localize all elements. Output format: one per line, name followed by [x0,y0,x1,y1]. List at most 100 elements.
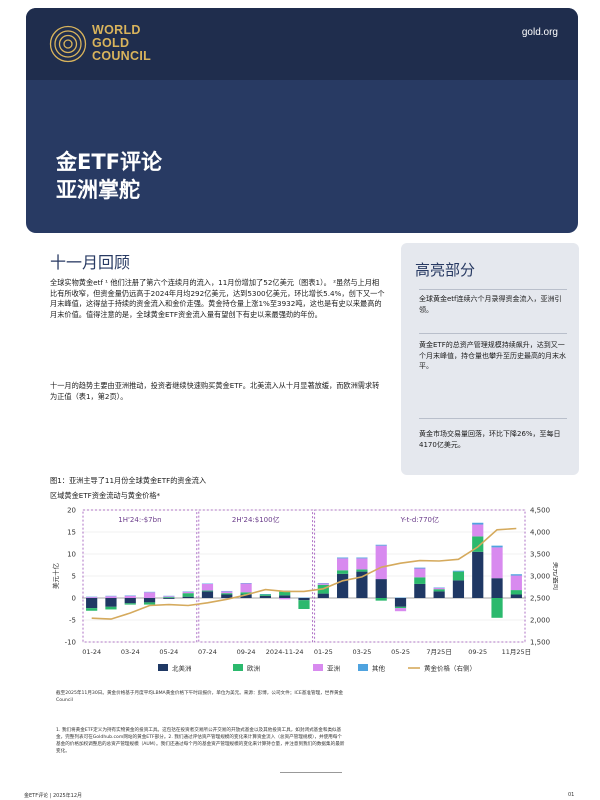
period-label: 2H'24:$100亿 [232,515,280,524]
bar-segment [182,591,194,594]
bar-segment [279,590,291,596]
sidebar-divider [419,418,567,419]
period-label: Y-t-d:770亿 [400,515,439,524]
figure-subtitle: 区域黄金ETF资金流动与黄金价格* [50,491,161,500]
y2-tick-label: 4,500 [530,507,550,515]
bar-segment [337,558,349,571]
bar-segment [259,595,271,598]
sidebar-divider [419,333,567,334]
site-link[interactable]: gold.org [521,27,558,38]
bar-segment [105,606,117,610]
y-tick-label: -10 [65,639,76,647]
chart-gold-price-line [91,527,517,620]
x-tick-label: 2024-11-24 [266,648,304,656]
highlight-item-2: 黄金ETF的总资产管理规模持续飙升，达到又一个月末峰值，持仓量也攀升至历史最高的… [419,341,566,370]
bar-segment [201,583,214,591]
y2-tick-label: 1,500 [530,639,550,647]
y-tick-label: 20 [67,507,76,515]
y-tick-label: -5 [69,617,76,625]
bar-segment [433,589,445,592]
logo-line-3: COUNCIL [92,49,152,63]
footer-page-number: 01 [568,792,575,798]
bar-segment [491,547,503,579]
y2-tick-label: 4,000 [530,529,550,537]
x-tick-label: 03-25 [352,648,371,656]
body-paragraph-1: 全球实物黄金etf ¹ 他们注册了第六个连续月的流入，11月份增加了52亿美元（… [50,278,385,319]
bar-segment [105,598,117,607]
bar-segment [472,522,484,525]
x-tick-label: 07-24 [198,648,217,656]
bar-segment [240,583,252,593]
bar-segment [221,593,233,595]
sidebar-title: 高亮部分 [415,261,476,279]
bar-segment [452,580,465,598]
bar-segment [375,598,387,601]
y2-tick-label: 3,000 [530,573,550,581]
bar-segment [86,597,98,598]
bar-segment [491,578,503,598]
bar-segment [356,558,368,570]
bar-segment [491,598,503,618]
bar-segment [472,536,484,552]
bar-segment [259,594,271,596]
y-axis-title: 美元十亿 [51,563,60,590]
bar-segment [337,557,349,559]
legend-swatch [313,664,323,671]
bar-segment [163,596,175,598]
bar-segment [394,598,407,607]
y2-tick-label: 2,000 [530,617,550,625]
sidebar-divider [419,289,567,290]
bar-segment [221,594,233,598]
x-tick-label: 05-25 [391,648,410,656]
header-banner: WORLD GOLD COUNCIL gold.org 金ETF评论 亚洲掌舵 [26,8,578,233]
x-tick-label: 7月25日 [426,648,451,656]
legend-label: 欧洲 [247,664,260,673]
bar-segment [452,570,465,572]
bar-segment [317,583,329,585]
y-tick-label: 10 [67,551,76,559]
y-tick-label: 0 [72,595,76,603]
highlights-sidebar: 高亮部分 全球黄金etf连续六个月录得资金流入，亚洲引领。 黄金ETF的总资产管… [401,243,579,475]
logo-line-1: WORLD [92,23,141,37]
y2-axis-title: 美元/盎司 [552,562,558,590]
etf-flows-chart: 1H'24:-$7bn 2H'24:$100亿 Y-t-d:770亿 20 15 10 5… [51,507,558,673]
bar-segment [510,590,522,595]
bar-segment [163,597,175,598]
bar-segment [201,591,214,598]
y2-tick-label: 2,500 [530,595,550,603]
bar-segment [375,544,387,546]
legend-label: 亚洲 [327,665,340,673]
bar-segment [105,596,117,598]
bar-segment [510,574,522,576]
bar-segment [240,592,252,595]
legend-swatch [158,664,168,671]
body-paragraph-2: 十一月的趋势主要由亚洲推动，投资者继续快速购买黄金ETF。北美流入从十月显著放缓… [50,381,380,401]
bar-segment [163,598,175,599]
bar-segment [433,591,445,598]
section-title: 十一月回顾 [50,253,131,272]
header-top-bar: WORLD GOLD COUNCIL gold.org [26,8,578,80]
x-tick-label: 11月25日 [502,648,532,656]
bar-segment [394,606,407,609]
bar-segment [124,603,136,605]
y2-tick-label: 3,500 [530,551,550,559]
chart-axes: 20 15 10 5 0 -5 -10 4,500 4,000 3,500 3,000 2,500 2,… [51,507,558,657]
bar-segment [337,573,349,598]
logo-line-2: GOLD [92,36,130,50]
bar-segment [337,570,349,574]
x-tick-label: 09-25 [468,648,487,656]
period-label: 1H'24:-$7bn [118,516,161,524]
bar-segment [452,571,465,581]
world-gold-council-logo[interactable]: WORLD GOLD COUNCIL [48,21,248,71]
legend-label: 北美洲 [172,664,192,673]
bar-segment [143,592,156,598]
highlight-item-1: 全球黄金etf连续六个月录得资金流入，亚洲引领。 [419,295,562,314]
footer-publication: 金ETF评论 | 2025年12月 [24,793,83,799]
bar-segment [124,595,136,598]
period-box [82,509,198,643]
legend-label: 其他 [372,664,386,673]
bar-segment [510,575,522,591]
x-tick-label: 01-25 [314,648,333,656]
bar-segment [317,593,329,598]
period-box [314,509,526,643]
